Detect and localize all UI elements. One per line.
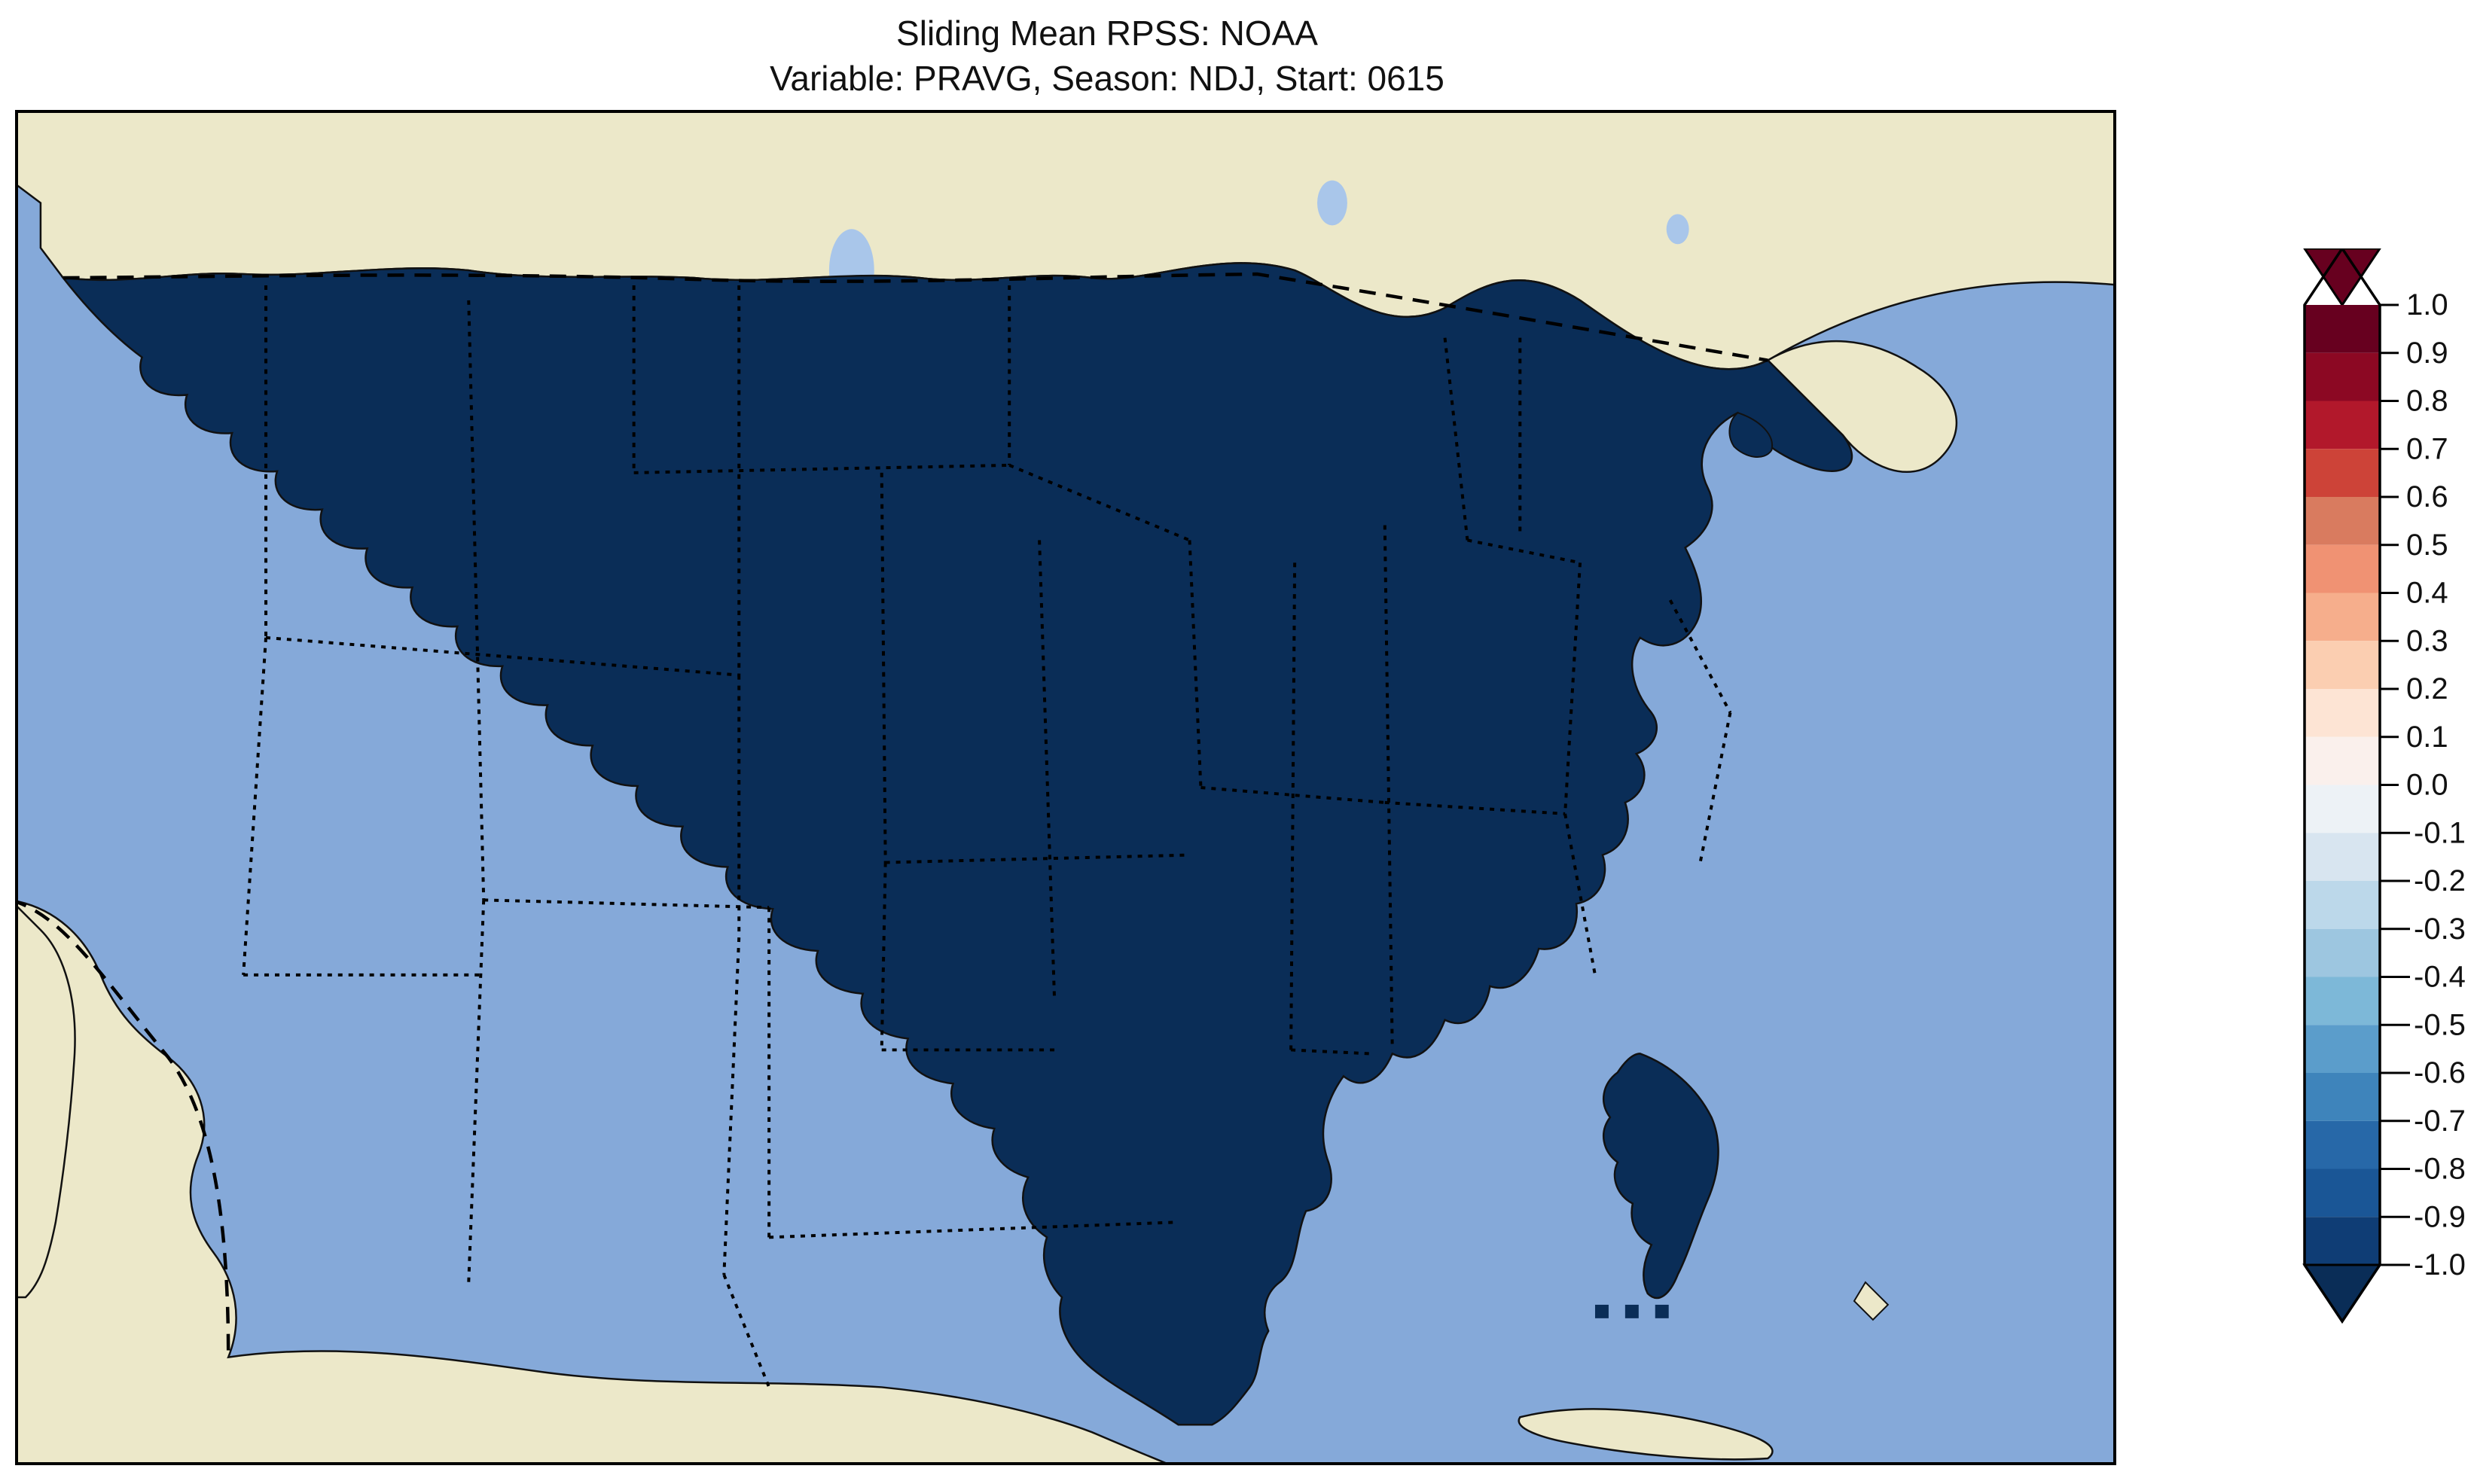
cb-tick-14: -0.4	[2414, 961, 2466, 994]
chart-title: Sliding Mean RPSS: NOAA Variable: PRAVG,…	[0, 11, 2214, 101]
cb-tick-9: 0.1	[2406, 721, 2448, 754]
florida-keys-2	[1625, 1305, 1639, 1318]
cb-tick-16: -0.6	[2414, 1056, 2466, 1089]
cb-tick-11: -0.1	[2414, 816, 2466, 849]
title-line1: Sliding Mean RPSS: NOAA	[0, 11, 2214, 56]
cb-tick-15: -0.5	[2414, 1008, 2466, 1041]
cb-tick-3: 0.7	[2406, 432, 2448, 465]
cb-tick-6: 0.4	[2406, 577, 2448, 610]
colorbar-gradient-bands[interactable]	[2305, 248, 2380, 1321]
cb-tick-17: -0.7	[2414, 1105, 2466, 1138]
florida-keys-3	[1655, 1305, 1669, 1318]
chart-root: Sliding Mean RPSS: NOAA Variable: PRAVG,…	[0, 0, 2474, 1484]
cb-tick-18: -0.8	[2414, 1153, 2466, 1186]
cb-tick-4: 0.6	[2406, 480, 2448, 513]
cb-tick-12: -0.2	[2414, 864, 2466, 897]
cb-tick-19: -0.9	[2414, 1200, 2466, 1233]
cb-tick-10: 0.0	[2406, 769, 2448, 802]
bahamas-islands	[1854, 1282, 1888, 1320]
cb-tick-20: -1.0	[2414, 1248, 2466, 1281]
canadian-lake-2	[1317, 181, 1347, 226]
florida-peninsula	[1603, 1053, 1718, 1298]
cb-tick-13: -0.3	[2414, 913, 2466, 946]
canadian-lake-3	[1667, 214, 1689, 244]
cb-tick-7: 0.3	[2406, 624, 2448, 657]
conus-landmass[interactable]	[63, 263, 1852, 1425]
cb-tick-5: 0.5	[2406, 529, 2448, 562]
colorbar[interactable]: 1.0 0.9 0.8 0.7 0.6 0.5 0.4 0.3 0.2 0.	[2214, 248, 2474, 1340]
cb-tick-2: 0.8	[2406, 385, 2448, 418]
cb-tick-1: 0.9	[2406, 337, 2448, 370]
map-plot-area[interactable]	[15, 110, 2116, 1465]
colorbar-ticks: 1.0 0.9 0.8 0.7 0.6 0.5 0.4 0.3 0.2 0.	[2380, 288, 2466, 1281]
florida-keys-1	[1595, 1305, 1609, 1318]
cuba-bahamas	[1519, 1409, 1773, 1459]
cb-tick-0: 1.0	[2406, 288, 2448, 321]
cb-tick-8: 0.2	[2406, 672, 2448, 705]
title-line2: Variable: PRAVG, Season: NDJ, Start: 061…	[0, 56, 2214, 101]
